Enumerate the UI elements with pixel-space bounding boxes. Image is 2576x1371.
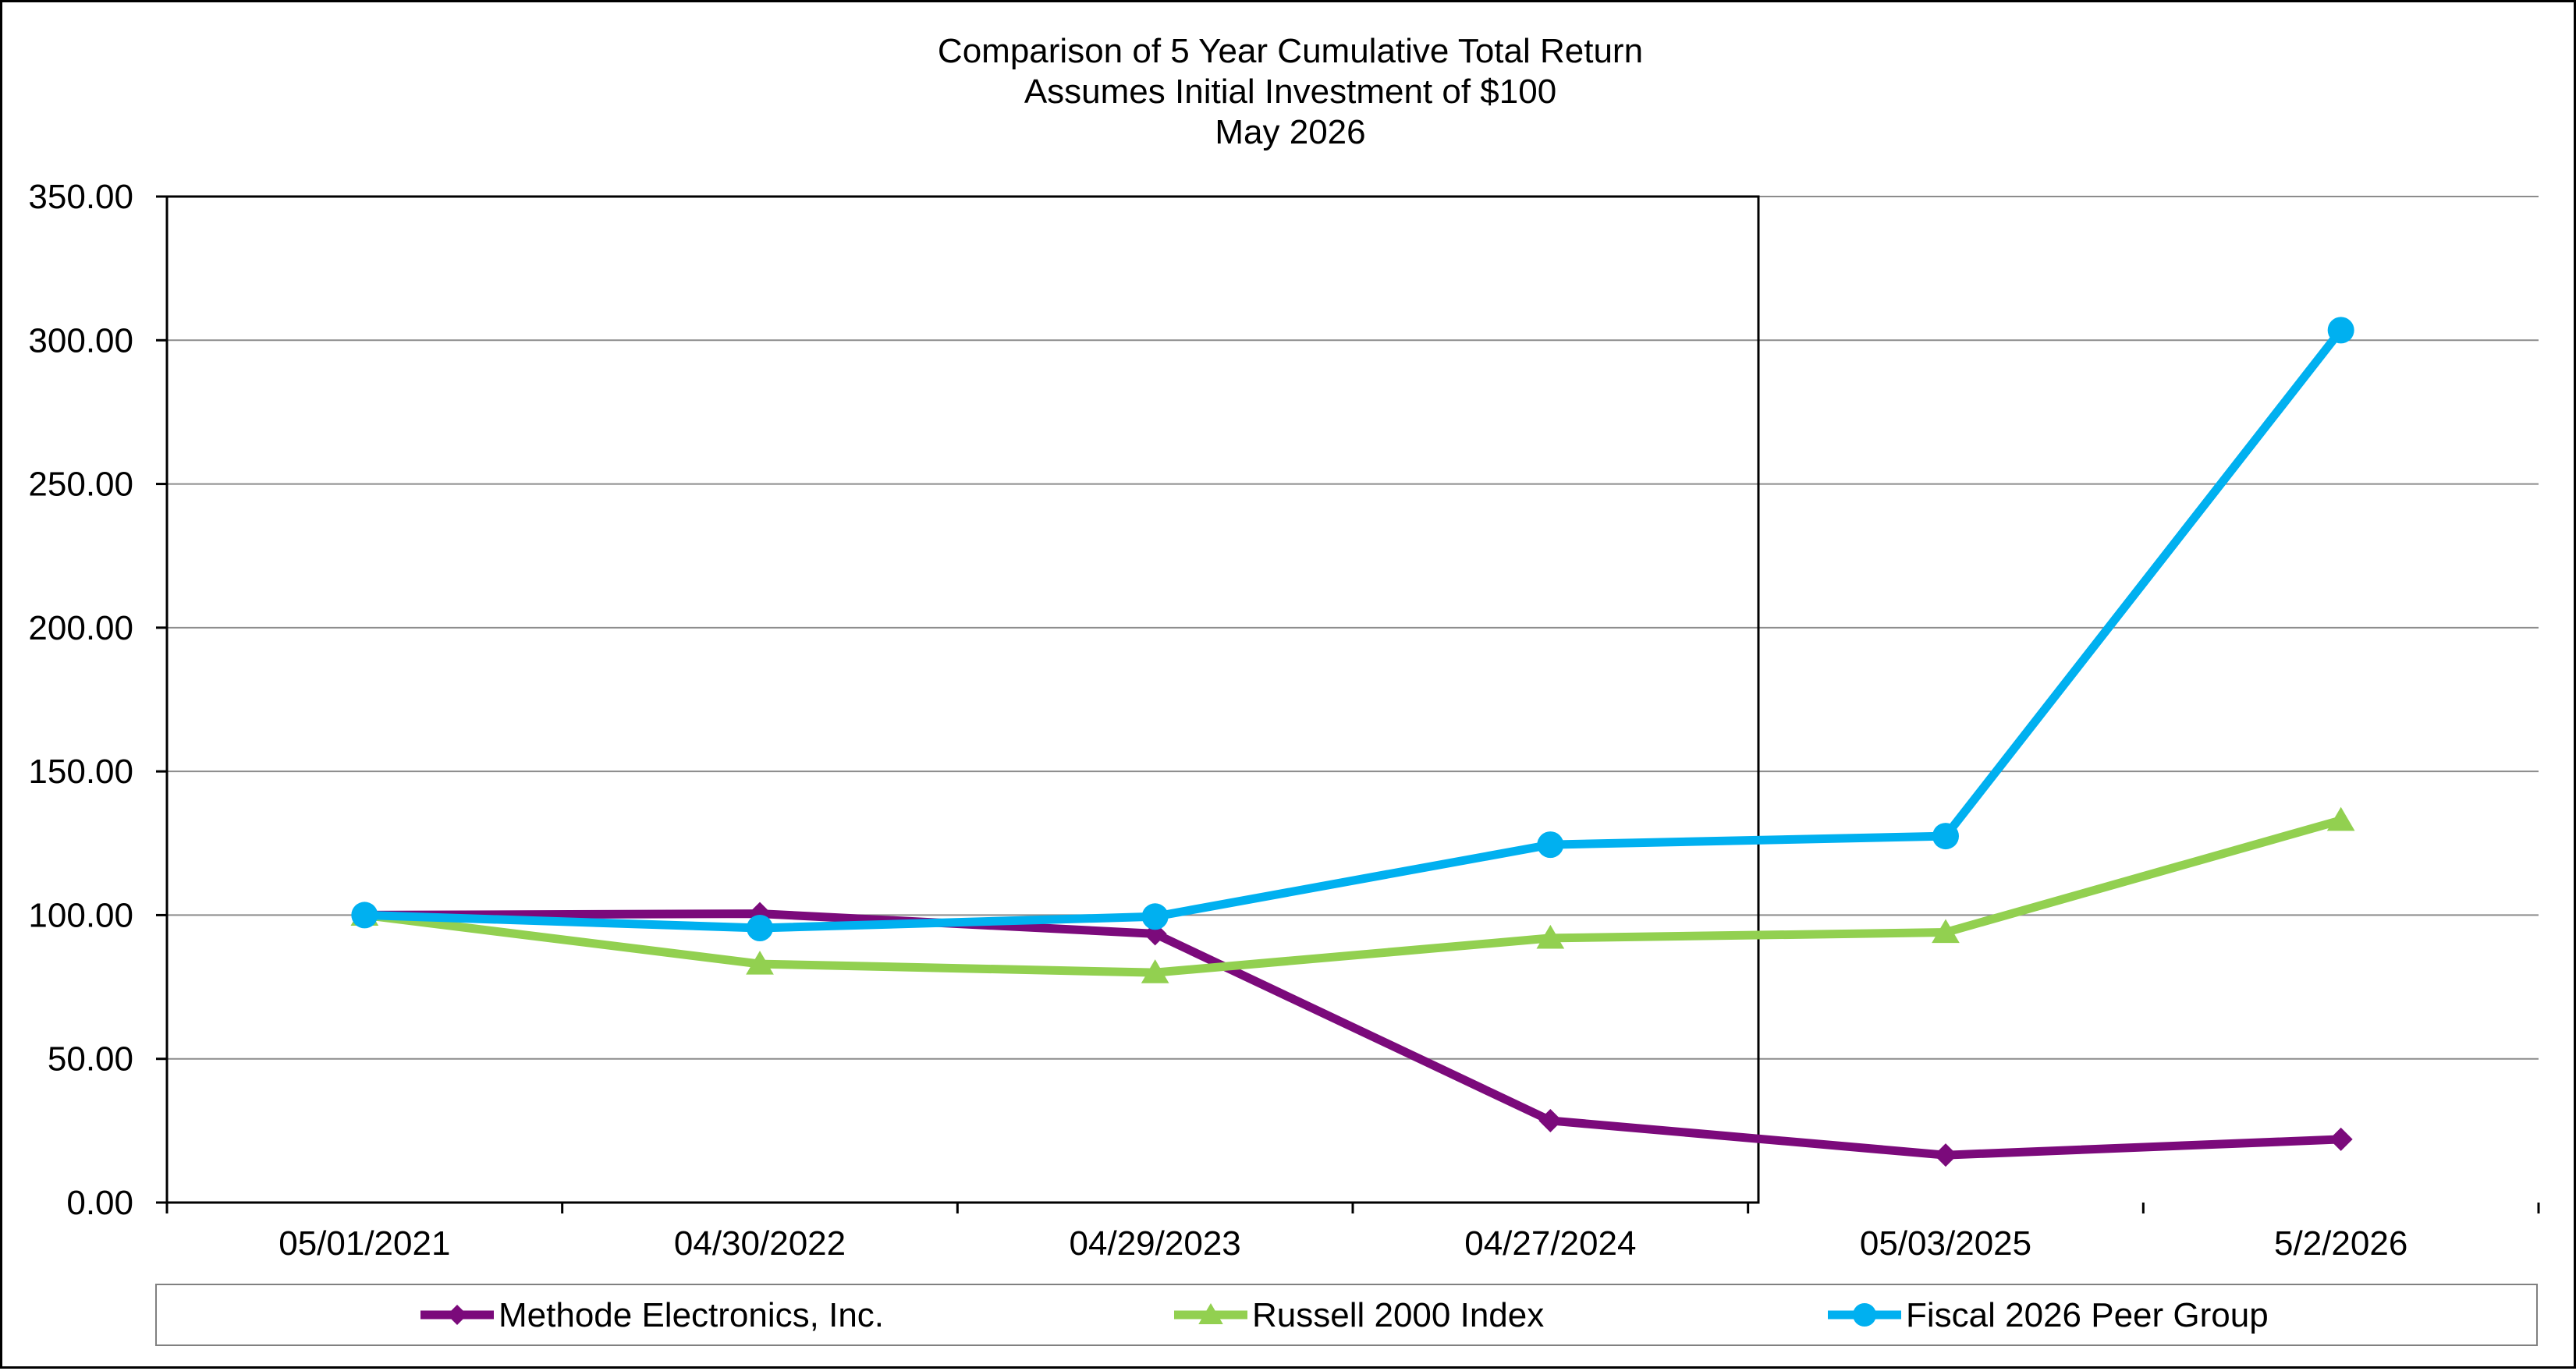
y-tick-label: 0.00 [66, 1184, 133, 1222]
y-tick-label: 300.00 [28, 321, 133, 360]
plot-area-border [165, 195, 1760, 1204]
legend-marker-2 [1198, 1303, 1223, 1324]
x-tick-label: 04/27/2024 [1464, 1224, 1636, 1263]
chart-title-group: Comparison of 5 Year Cumulative Total Re… [938, 32, 1643, 151]
series-line-1 [360, 909, 2346, 1160]
x-tick-label: 05/01/2021 [279, 1224, 450, 1263]
data-point [747, 915, 773, 942]
legend-label-1: Methode Electronics, Inc. [499, 1296, 884, 1334]
series-lines [350, 317, 2355, 1167]
x-axis: 05/01/2021 04/30/2022 04/29/2023 04/27/2024… [165, 1203, 2540, 1263]
x-tick-label: 04/29/2023 [1070, 1224, 1241, 1263]
data-point [2327, 317, 2354, 344]
legend-box [155, 1284, 2538, 1346]
y-tick-label: 350.00 [28, 178, 133, 216]
legend-label-2: Russell 2000 Index [1252, 1296, 1544, 1334]
legend-marker-1 [447, 1305, 467, 1325]
data-point [351, 902, 378, 929]
data-point [2329, 1127, 2353, 1151]
y-axis: 0.00 50.00 100.00 150.00 200.00 250.00 300.00 3… [28, 178, 167, 1222]
data-point [1537, 831, 1564, 859]
data-point [1141, 903, 1169, 930]
data-point [1934, 1143, 1957, 1167]
data-point [1536, 924, 1565, 949]
y-tick-label: 100.00 [28, 896, 133, 934]
data-point [2326, 806, 2355, 831]
y-tick-label: 200.00 [28, 609, 133, 647]
y-tick-label: 50.00 [48, 1040, 133, 1079]
legend: Methode Electronics, Inc. Russell 2000 In… [155, 1284, 2538, 1346]
data-point [1932, 823, 1959, 850]
series-line-3 [360, 325, 2346, 933]
data-point [1538, 1108, 1563, 1132]
x-tick-label: 05/03/2025 [1860, 1224, 2031, 1263]
series-line-2 [360, 816, 2346, 977]
chart-title: Comparison of 5 Year Cumulative Total Re… [938, 32, 1643, 70]
data-point [1141, 959, 1169, 983]
legend-label-3: Fiscal 2026 Peer Group [1906, 1296, 2269, 1334]
data-point [1932, 919, 1960, 944]
y-tick-label: 150.00 [28, 753, 133, 791]
gridlines [167, 196, 2539, 1060]
chart-subtitle: Assumes Initial Investment of $100 [1024, 73, 1556, 111]
chart-subtitle-date: May 2026 [1215, 113, 1365, 151]
data-point [746, 951, 774, 975]
legend-marker-3 [1853, 1303, 1876, 1327]
x-tick-label: 04/30/2022 [674, 1224, 846, 1263]
x-tick-label: 5/2/2026 [2274, 1224, 2407, 1263]
y-tick-label: 250.00 [28, 466, 133, 504]
